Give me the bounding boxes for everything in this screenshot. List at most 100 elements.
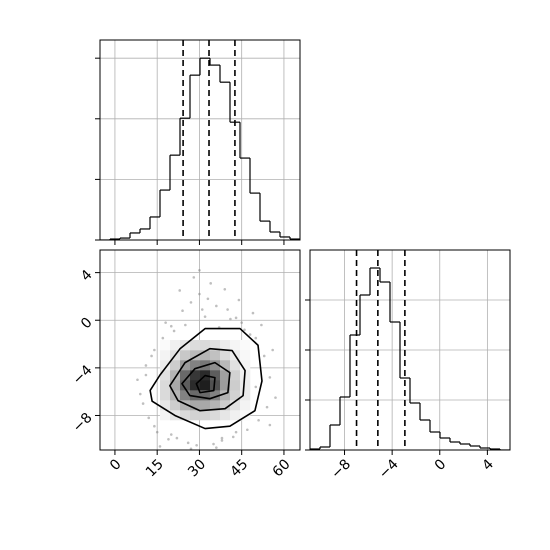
scatter-point xyxy=(153,348,156,352)
density-cell xyxy=(160,410,171,421)
scatter-point xyxy=(254,385,258,389)
density-cell xyxy=(210,350,221,361)
plot-area xyxy=(100,40,300,240)
scatter-point xyxy=(144,364,148,367)
scatter-point xyxy=(246,428,249,432)
density-cell xyxy=(170,380,181,391)
scatter-point xyxy=(150,354,153,358)
density-cell xyxy=(180,390,191,401)
density-cell xyxy=(240,390,251,401)
density-cell xyxy=(200,350,211,361)
panel: −8 −4 0 4 xyxy=(305,249,511,482)
density-cell xyxy=(200,390,211,401)
scatter-point xyxy=(206,297,210,301)
scatter-point xyxy=(234,316,238,320)
scatter-point xyxy=(147,416,151,420)
density-cell xyxy=(190,360,201,371)
density-cell xyxy=(190,350,201,361)
density-cell xyxy=(230,380,241,391)
contour xyxy=(195,374,216,394)
plot-area xyxy=(136,268,277,450)
x-tick-label: 60 xyxy=(270,456,294,480)
density-cell xyxy=(160,380,171,391)
scatter-point xyxy=(169,324,173,328)
x-tick-label: 0 xyxy=(107,456,125,474)
density-cell xyxy=(170,360,181,371)
x-tick-label: 15 xyxy=(143,456,167,480)
density-cell xyxy=(220,370,231,381)
y-tick-label: −4 xyxy=(70,362,96,388)
scatter-point xyxy=(175,436,179,440)
density-cell xyxy=(190,390,201,401)
contour xyxy=(149,327,263,430)
density-cell xyxy=(180,410,191,421)
axes-frame xyxy=(309,249,511,451)
density-cell xyxy=(200,400,211,411)
density-cell xyxy=(210,410,221,421)
scatter-point xyxy=(200,308,204,311)
scatter-point xyxy=(186,441,190,445)
scatter-point xyxy=(144,373,148,377)
density-cell xyxy=(160,340,171,351)
density-cell xyxy=(160,390,171,401)
scatter-point xyxy=(262,354,266,358)
scatter-point xyxy=(189,447,193,450)
scatter-point xyxy=(172,329,176,333)
scatter-point xyxy=(161,336,165,340)
scatter-point xyxy=(220,436,224,440)
scatter-point xyxy=(220,439,224,442)
density-cell xyxy=(230,390,241,401)
scatter-point xyxy=(136,378,139,382)
scatter-point xyxy=(231,435,235,439)
x-tick-label: −4 xyxy=(376,456,402,482)
density-cell xyxy=(220,390,231,401)
scatter-point xyxy=(203,315,207,318)
panel xyxy=(95,39,301,245)
axes-frame xyxy=(99,39,301,241)
panel: 0 15 30 45 60 −8 −4 0 4 xyxy=(70,249,301,480)
scatter-point xyxy=(169,433,173,436)
scatter-point xyxy=(158,445,162,448)
density-cell xyxy=(210,340,221,351)
density-cell xyxy=(180,360,191,371)
scatter-point xyxy=(189,301,193,304)
density-cell xyxy=(200,340,211,351)
scatter-point xyxy=(181,309,184,313)
scatter-point xyxy=(268,376,272,379)
scatter-point xyxy=(198,292,201,296)
density-cell xyxy=(180,350,191,361)
scatter-point xyxy=(234,430,238,434)
scatter-point xyxy=(212,442,215,446)
x-tick-label: 4 xyxy=(479,456,497,474)
density-cell xyxy=(240,340,251,351)
axes-frame xyxy=(99,249,301,451)
scatter-point xyxy=(254,336,258,340)
scatter-point xyxy=(155,430,159,434)
x-tick-label: 0 xyxy=(432,456,450,474)
scatter-point xyxy=(178,289,182,292)
scatter-point xyxy=(237,298,241,302)
density-cell xyxy=(220,400,231,411)
density-cell xyxy=(180,370,191,381)
density-cell xyxy=(240,360,251,371)
scatter-point xyxy=(209,282,213,285)
density-cell xyxy=(170,400,181,411)
x-tick-label: −8 xyxy=(328,456,354,482)
density-cell xyxy=(210,360,221,371)
density-cell xyxy=(230,370,241,381)
scatter-point xyxy=(260,323,263,327)
scatter-point xyxy=(164,321,167,324)
x-tick-label: 45 xyxy=(227,456,251,480)
contour xyxy=(181,361,231,400)
scatter-point xyxy=(195,443,198,447)
scatter-point xyxy=(226,308,229,311)
density-cell xyxy=(240,350,251,361)
scatter-point xyxy=(198,268,201,272)
density-cell xyxy=(220,350,231,361)
density-cell xyxy=(240,410,251,421)
y-tick-label: 0 xyxy=(78,315,96,333)
scatter-point xyxy=(240,321,243,324)
scatter-point xyxy=(229,317,232,321)
scatter-point xyxy=(192,276,196,279)
contour xyxy=(169,347,246,412)
